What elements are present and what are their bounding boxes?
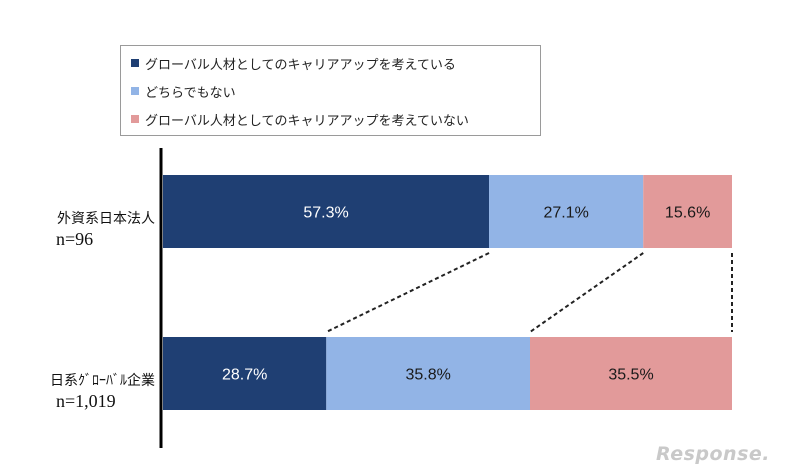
- legend-swatch-neither: [131, 87, 139, 95]
- data-label-1-1: 35.8%: [405, 367, 450, 384]
- bar-segment-1-1: [326, 337, 531, 410]
- data-label-1-0: 28.7%: [222, 367, 267, 384]
- bar-segment-1-0: [163, 337, 327, 410]
- connector-line-0: [325, 252, 490, 333]
- bar-segment-0-2: [643, 175, 732, 248]
- legend-swatch-not-considering: [131, 115, 139, 123]
- chart-legend: グローバル人材としてのキャリアアップを考えている どちらでもない グローバル人材…: [120, 45, 541, 136]
- data-label-0-0: 57.3%: [303, 205, 348, 222]
- legend-label-not-considering: グローバル人材としてのキャリアアップを考えていない: [145, 113, 469, 129]
- legend-item-neither: どちらでもない: [131, 81, 236, 101]
- category-label-0: 外資系日本法人: [57, 211, 155, 227]
- data-label-1-2: 35.5%: [608, 367, 653, 384]
- data-label-0-1: 27.1%: [543, 205, 588, 222]
- category-label-1: 日系ｸﾞﾛｰﾊﾞﾙ企業: [50, 372, 155, 389]
- response-watermark: Response.: [656, 443, 770, 465]
- connector-line-1: [529, 252, 644, 333]
- data-label-0-2: 15.6%: [665, 205, 710, 222]
- bar-segment-0-1: [489, 175, 644, 248]
- legend-item-considering: グローバル人材としてのキャリアアップを考えている: [131, 53, 456, 73]
- bar-segment-0-0: [163, 175, 490, 248]
- legend-label-neither: どちらでもない: [145, 85, 236, 101]
- bar-segment-1-2: [530, 337, 732, 410]
- legend-label-considering: グローバル人材としてのキャリアアップを考えている: [145, 57, 456, 73]
- legend-item-not-considering: グローバル人材としてのキャリアアップを考えていない: [131, 109, 469, 129]
- category-n-1: n=1,019: [56, 391, 116, 411]
- legend-swatch-considering: [131, 59, 139, 67]
- category-n-0: n=96: [56, 229, 93, 249]
